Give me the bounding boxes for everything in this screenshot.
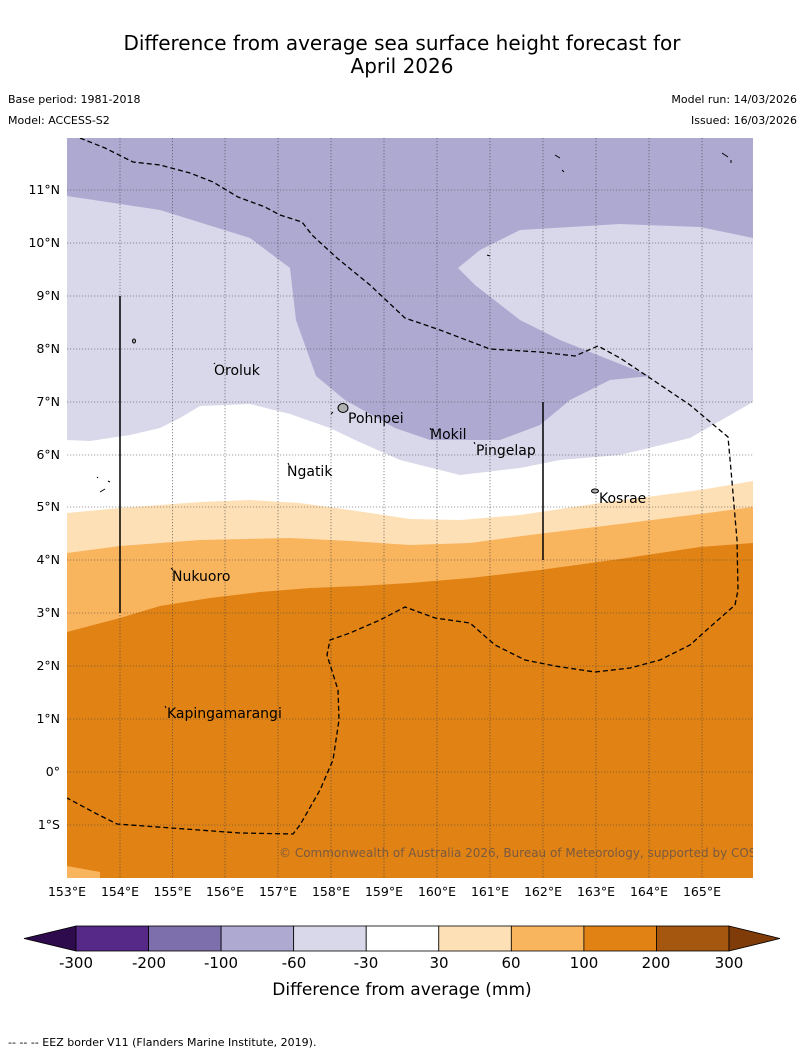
colorbar-tick: 200: [642, 954, 671, 972]
map-area: Oroluk Pohnpei Mokil Pingelap Ngatik Kos…: [67, 138, 784, 878]
colorbar-tick: -30: [354, 954, 379, 972]
model-run: Model run: 14/03/2026: [671, 93, 797, 106]
colorbar-swatch: [75, 925, 149, 952]
band-100-200: [67, 543, 753, 878]
colorbar-tick: -60: [282, 954, 307, 972]
colorbar-swatch: [365, 925, 440, 952]
lat-label: 6°N: [36, 447, 60, 462]
colorbar-ticks: -300 -200 -100 -60 -30 30 60 100 200 300: [59, 954, 743, 972]
lon-label: 162°E: [524, 884, 562, 899]
colorbar-tick: -300: [59, 954, 93, 972]
lat-label: 10°N: [28, 235, 60, 250]
place-label-oroluk: Oroluk: [214, 363, 261, 379]
lat-label: 11°N: [28, 182, 60, 197]
eez-footnote: -- -- -- EEZ border V11 (Flanders Marine…: [8, 1036, 317, 1049]
eez-border: [67, 138, 739, 835]
island-specks: [96, 152, 732, 709]
place-label-pohnpei: Pohnpei: [348, 411, 404, 427]
place-label-ngatik: Ngatik: [287, 464, 333, 480]
place-labels: Oroluk Pohnpei Mokil Pingelap Ngatik Kos…: [167, 363, 646, 722]
lat-axis-labels: 11°N 10°N 9°N 8°N 7°N 6°N 5°N 4°N 3°N 2°…: [28, 182, 60, 832]
colorbar-extend-low: [23, 925, 77, 952]
band-60-100-south: [67, 866, 100, 878]
island-pohnpei: [337, 403, 349, 413]
lon-label: 163°E: [577, 884, 615, 899]
lon-label: 164°E: [630, 884, 668, 899]
lat-label: 4°N: [36, 552, 60, 567]
lon-label: 155°E: [153, 884, 191, 899]
lat-label: 3°N: [36, 605, 60, 620]
lon-label: 158°E: [312, 884, 350, 899]
islands: [96, 152, 732, 709]
chart-title: Difference from average sea surface heig…: [0, 32, 804, 78]
lon-axis-labels: 153°E 154°E 155°E 156°E 157°E 158°E 159°…: [48, 884, 721, 899]
colorbar-tick: 100: [570, 954, 599, 972]
colorbar-swatch: [656, 925, 730, 952]
colorbar-tick: -200: [132, 954, 166, 972]
lon-label: 154°E: [101, 884, 139, 899]
colorbar-tick: 300: [715, 954, 744, 972]
lat-label: 9°N: [36, 288, 60, 303]
colorbar-extend-high: [728, 925, 781, 952]
title-line-1: Difference from average sea surface heig…: [123, 31, 681, 55]
colorbar: -300 -200 -100 -60 -30 30 60 100 200 300…: [23, 925, 781, 1000]
model-name: Model: ACCESS-S2: [8, 114, 110, 127]
colorbar-tick: 30: [429, 954, 448, 972]
colorbar-swatches: [23, 925, 781, 952]
lon-label: 156°E: [206, 884, 244, 899]
colorbar-swatch: [583, 925, 657, 952]
colorbar-swatch: [510, 925, 585, 952]
colorbar-swatch: [438, 925, 512, 952]
lat-label: 5°N: [36, 499, 60, 514]
issued-date: Issued: 16/03/2026: [690, 114, 797, 127]
lat-label: 7°N: [36, 394, 60, 409]
base-period: Base period: 1981-2018: [8, 93, 141, 106]
colorbar-swatch: [148, 925, 222, 952]
lon-label: 153°E: [48, 884, 86, 899]
island-kosrae: [591, 488, 599, 494]
place-label-pingelap: Pingelap: [476, 443, 536, 459]
island-west: [132, 338, 136, 344]
colorbar-tick: 60: [501, 954, 520, 972]
place-label-nukuoro: Nukuoro: [172, 569, 230, 585]
lon-label: 159°E: [365, 884, 403, 899]
place-label-kosrae: Kosrae: [599, 491, 646, 507]
lon-label: 160°E: [418, 884, 456, 899]
lat-label: 2°N: [36, 658, 60, 673]
lat-label: 1°S: [38, 817, 60, 832]
place-label-mokil: Mokil: [430, 427, 467, 443]
lon-label: 165°E: [683, 884, 721, 899]
lat-label: 1°N: [36, 711, 60, 726]
lon-label: 157°E: [259, 884, 297, 899]
colorbar-tick: -100: [204, 954, 238, 972]
place-label-kapingamarangi: Kapingamarangi: [167, 706, 282, 722]
lon-label: 161°E: [471, 884, 509, 899]
colorbar-swatch: [220, 925, 295, 952]
title-line-2: April 2026: [350, 54, 454, 78]
lat-label: 0°: [46, 764, 60, 779]
colorbar-label: Difference from average (mm): [272, 980, 531, 1000]
colorbar-swatch: [293, 925, 367, 952]
copyright-notice: © Commonwealth of Australia 2026, Bureau…: [279, 846, 784, 860]
lat-label: 8°N: [36, 341, 60, 356]
